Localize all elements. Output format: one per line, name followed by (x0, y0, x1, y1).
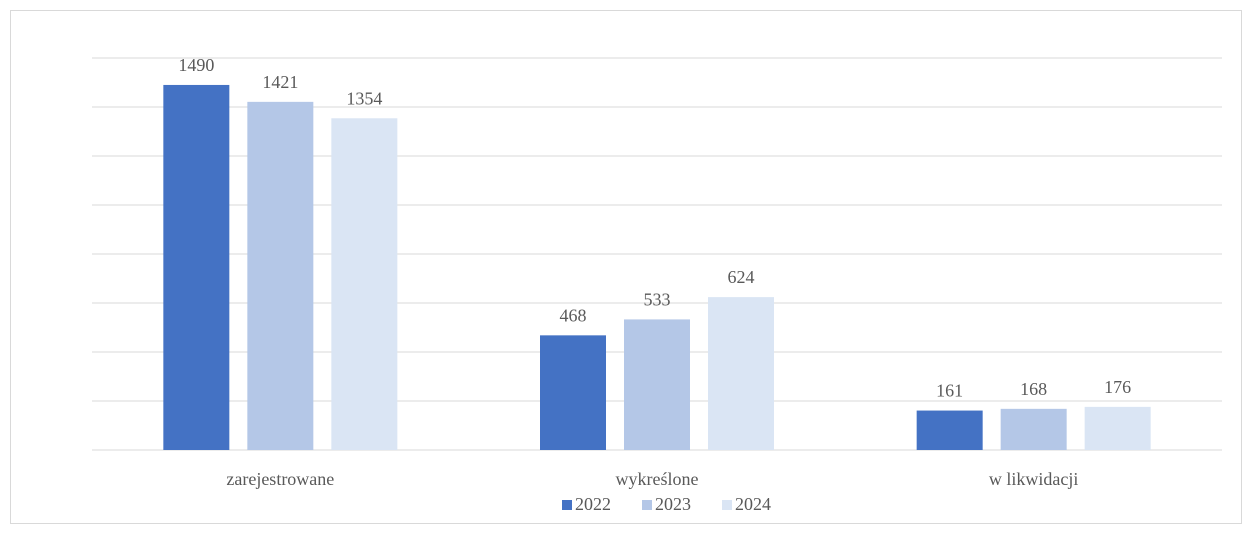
data-label: 1421 (262, 72, 298, 92)
data-label: 624 (728, 267, 755, 287)
data-label: 176 (1104, 377, 1131, 397)
bar-2024-2 (1084, 406, 1151, 450)
legend-swatch-2022 (562, 500, 572, 510)
bar-2022-2 (916, 410, 983, 450)
legend-label: 2023 (655, 494, 691, 514)
category-label: wykreślone (616, 469, 699, 489)
legend-swatch-2024 (722, 500, 732, 510)
bar-2023-0 (247, 101, 314, 450)
category-labels: zarejestrowane wykreślone w likwidacji (226, 469, 1078, 489)
bars (163, 84, 1151, 451)
data-label: 533 (644, 289, 671, 309)
bar-2022-1 (540, 335, 606, 450)
legend: 2022 2023 2024 (562, 494, 771, 514)
category-label: w likwidacji (989, 469, 1078, 489)
legend-label: 2022 (575, 494, 611, 514)
legend-label: 2024 (735, 494, 771, 514)
data-label: 161 (936, 381, 963, 401)
bar-2024-0 (331, 118, 398, 451)
bar-2023-1 (624, 319, 690, 450)
data-label: 1490 (178, 55, 214, 75)
legend-swatch-2023 (642, 500, 652, 510)
bar-2022-0 (163, 84, 230, 450)
data-labels: 1490 1421 1354 468 533 624 161 168 176 (178, 55, 1131, 401)
data-label: 1354 (346, 88, 382, 108)
bar-2024-1 (708, 297, 774, 450)
bar-2023-2 (1000, 408, 1067, 450)
category-label: zarejestrowane (226, 469, 334, 489)
data-label: 468 (560, 305, 587, 325)
data-label: 168 (1020, 379, 1047, 399)
